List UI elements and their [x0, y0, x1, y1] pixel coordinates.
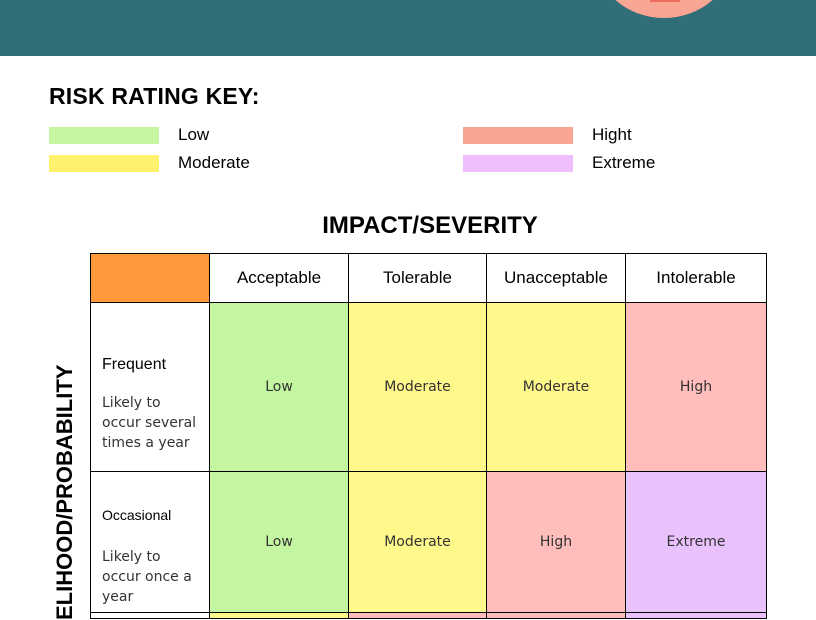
row-name: Occasional	[102, 507, 172, 523]
matrix-row-occasional: Occasional Likely to occur once a year L…	[90, 471, 767, 613]
header-circle-mark	[650, 0, 680, 2]
legend-label-extreme: Extreme	[592, 153, 656, 172]
rating-cell	[348, 612, 487, 619]
risk-rating-key-title: RISK RATING KEY:	[49, 83, 260, 109]
matrix-header-row: Acceptable Tolerable Unacceptable Intole…	[90, 253, 767, 303]
legend-label-low: Low	[178, 125, 210, 144]
rating-cell: Low	[209, 302, 349, 472]
column-header: Intolerable	[625, 253, 767, 303]
rating-cell: Extreme	[625, 471, 767, 613]
column-header: Tolerable	[348, 253, 487, 303]
legend-label-moderate: Moderate	[178, 153, 250, 172]
rating-cell	[486, 612, 626, 619]
matrix-row-frequent: Frequent Likely to occur several times a…	[90, 302, 767, 472]
impact-axis-title: IMPACT/SEVERITY	[322, 212, 538, 239]
rating-cell: Moderate	[486, 302, 626, 472]
rating-cell: Moderate	[348, 302, 487, 472]
rating-cell: High	[625, 302, 767, 472]
row-header: Occasional Likely to occur once a year	[90, 471, 210, 613]
legend-label-high: Hight	[592, 125, 632, 144]
row-header	[90, 612, 210, 619]
matrix-corner-cell	[90, 253, 210, 303]
column-header: Acceptable	[209, 253, 349, 303]
legend-swatch-high	[463, 127, 573, 144]
legend-swatch-low	[49, 127, 159, 144]
header-circle-decoration	[596, 0, 732, 18]
likelihood-axis-title: ELIHOOD/PROBABILITY	[52, 364, 77, 620]
rating-cell: Low	[209, 471, 349, 613]
row-header: Frequent Likely to occur several times a…	[90, 302, 210, 472]
risk-matrix-table: Acceptable Tolerable Unacceptable Intole…	[90, 253, 767, 619]
legend-swatch-moderate	[49, 155, 159, 172]
rating-cell	[625, 612, 767, 619]
row-description: Likely to occur once a year	[102, 549, 192, 605]
matrix-row-partial	[90, 612, 767, 619]
legend-swatch-extreme	[463, 155, 573, 172]
column-header: Unacceptable	[486, 253, 626, 303]
rating-cell	[209, 612, 349, 619]
rating-cell: Moderate	[348, 471, 487, 613]
rating-cell: High	[486, 471, 626, 613]
row-name: Frequent	[102, 356, 167, 373]
row-description: Likely to occur several times a year	[102, 395, 197, 451]
header-banner	[0, 0, 816, 56]
